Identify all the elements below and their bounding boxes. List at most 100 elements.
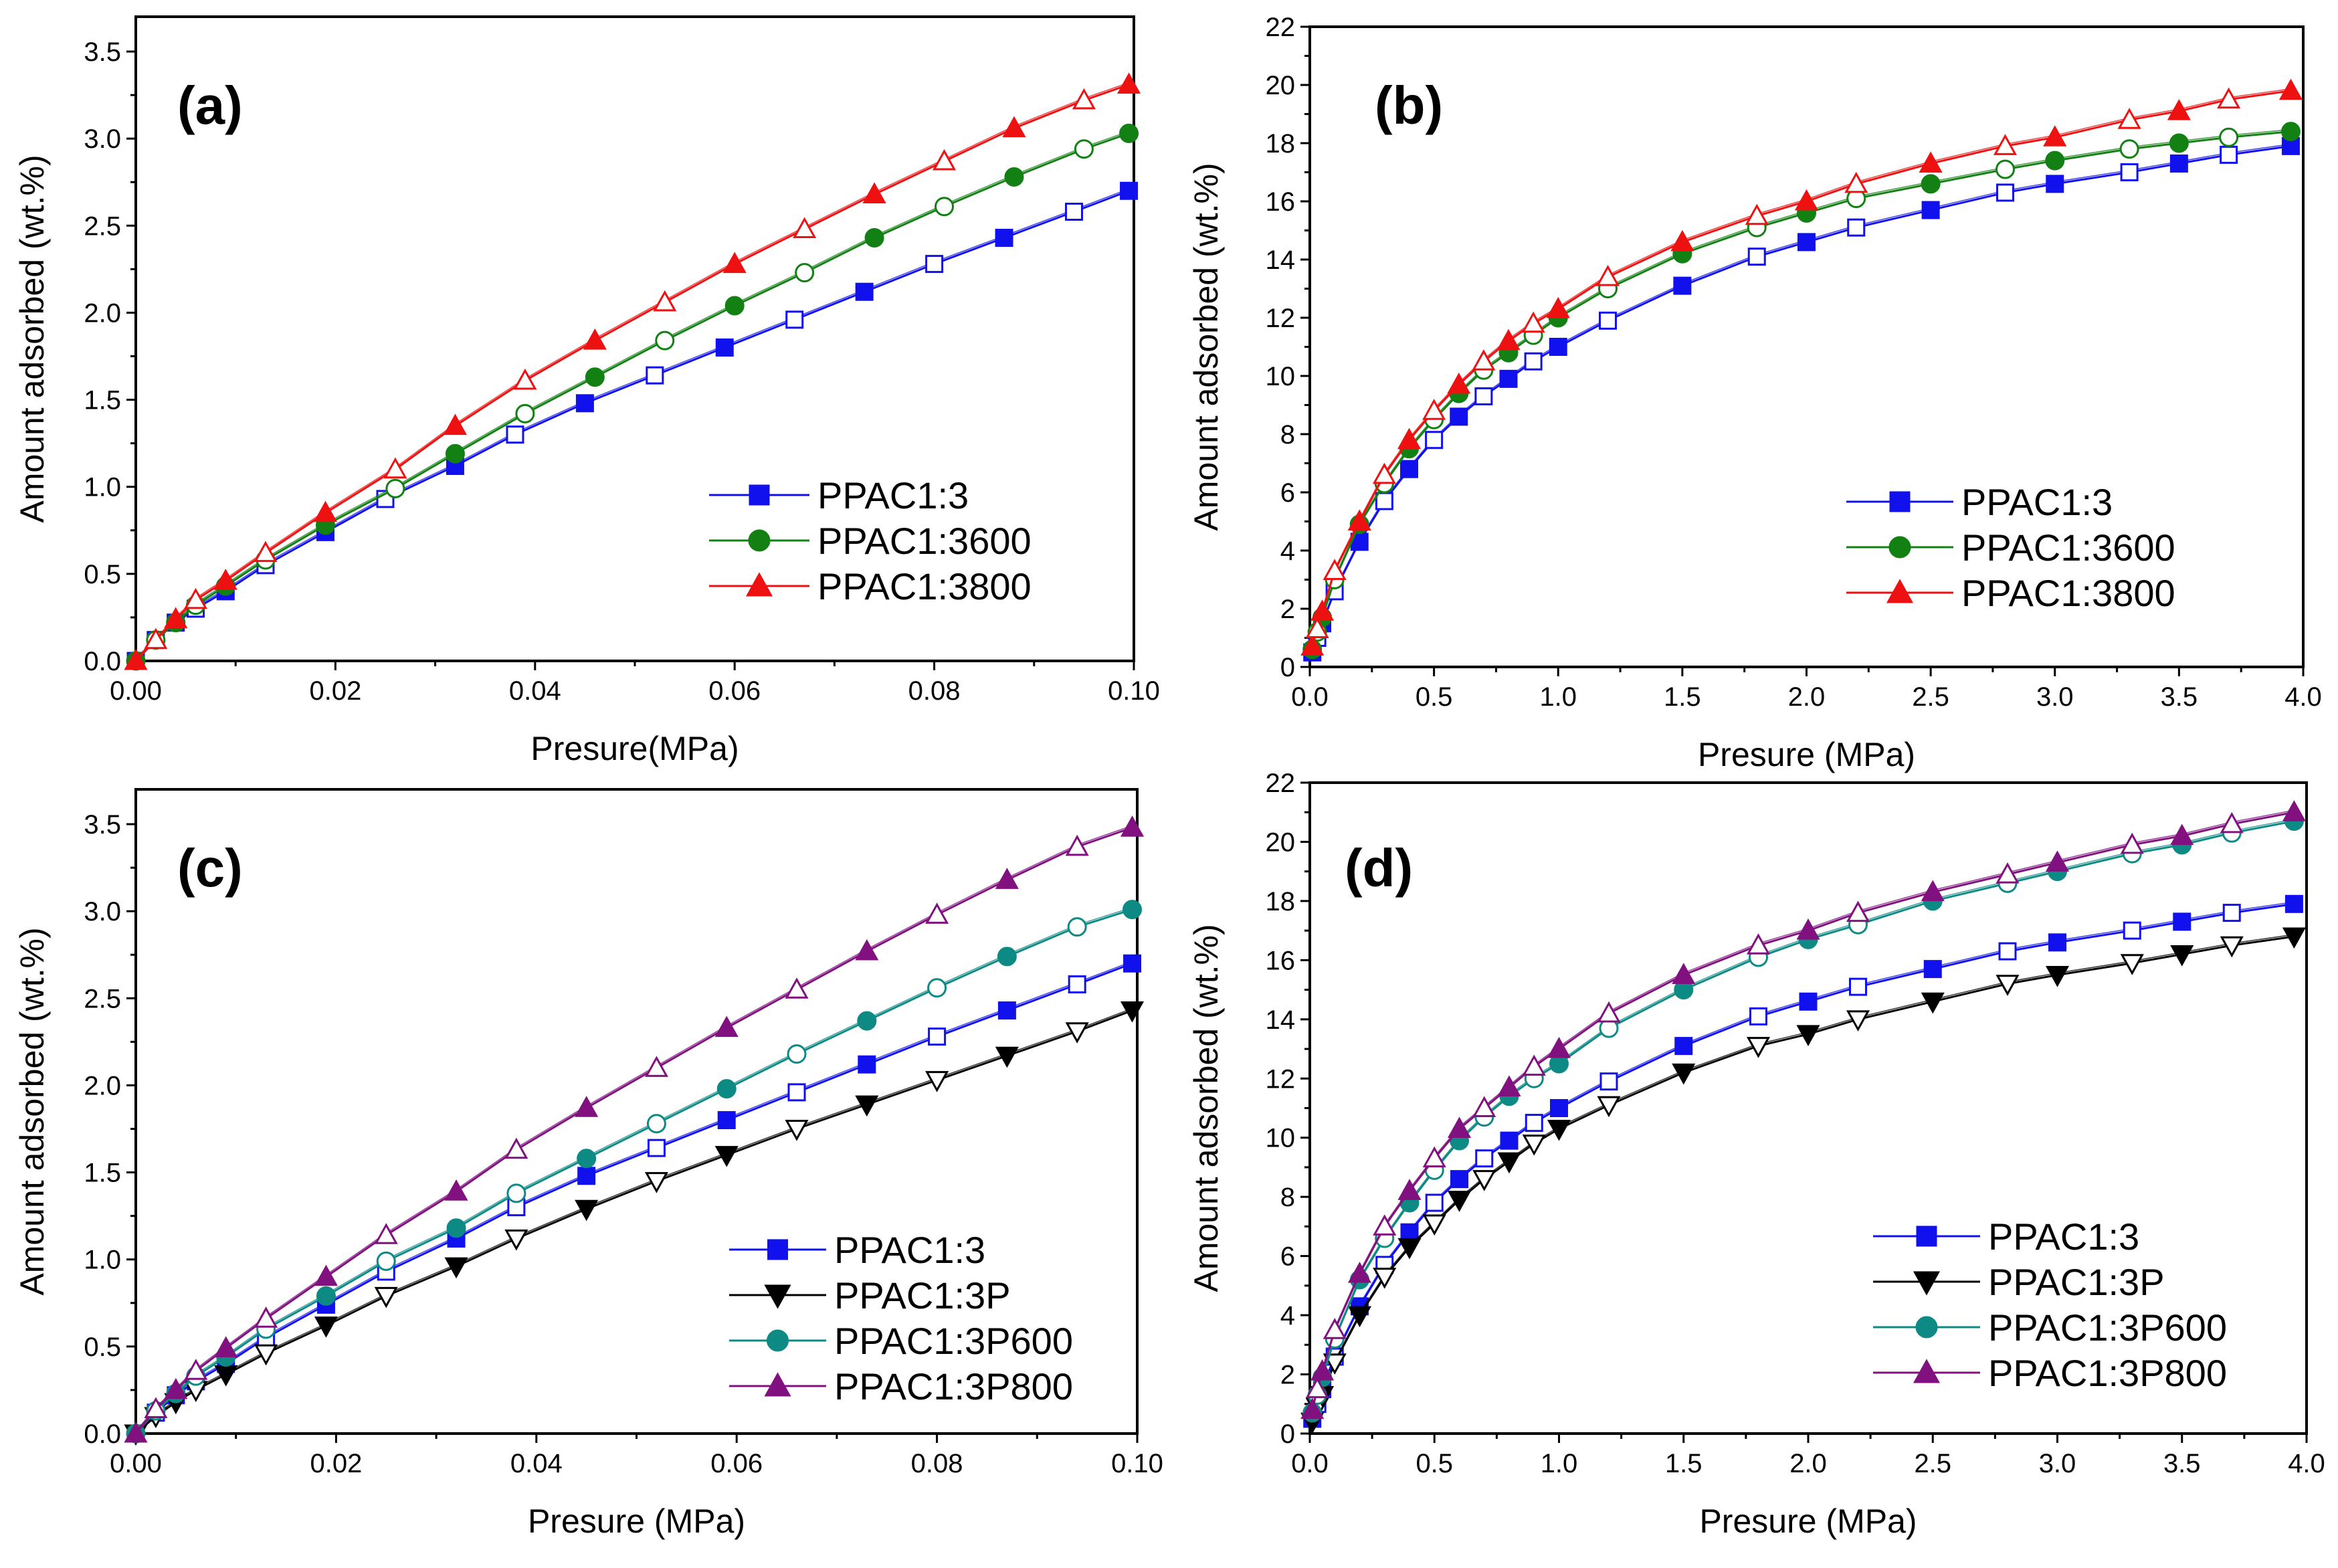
data-point (1796, 918, 1820, 940)
data-point (2167, 99, 2191, 120)
data-point (1068, 975, 1086, 994)
data-point (2120, 832, 2144, 854)
chart-panel-4: 0.0 0.5 1.0 1.5 2.0 2.5 3.0 3.5 4.0 0 2 4 6 8 10 12 14 16… (1187, 769, 2325, 1540)
data-point (1397, 1238, 1422, 1260)
data-point (444, 1179, 468, 1201)
y-tick-label: 0.5 (84, 1333, 121, 1362)
legend-marker (764, 1372, 791, 1397)
y-axis-label: Amount adsorbed (wt.%) (13, 155, 51, 522)
legend-marker (767, 1239, 788, 1260)
y-tick-label: 0 (1280, 653, 1295, 682)
data-point (2169, 154, 2188, 173)
data-point (785, 977, 809, 999)
data-point (787, 1044, 807, 1064)
data-point (1747, 248, 1766, 266)
data-point (717, 1111, 736, 1130)
y-tick-label: 0.5 (84, 560, 121, 589)
data-point (855, 939, 879, 961)
data-point (2045, 151, 2065, 171)
x-tick-label: 0.10 (1108, 676, 1160, 706)
data-point (1497, 1152, 1521, 1174)
y-tick-label: 10 (1266, 362, 1296, 391)
data-point (925, 1071, 949, 1092)
y-tick-label: 2 (1280, 595, 1295, 624)
data-point (1474, 387, 1493, 405)
data-point (2117, 108, 2141, 129)
data-point (1120, 1001, 1145, 1023)
data-point (925, 255, 944, 274)
data-point (374, 1223, 398, 1244)
data-point (313, 500, 338, 522)
data-point (2282, 927, 2306, 949)
data-point (2220, 936, 2244, 958)
data-point (997, 1001, 1016, 1020)
data-point (1745, 203, 1769, 225)
data-point (1995, 159, 2015, 179)
data-point (1794, 189, 1819, 211)
x-axis-label: Presure (MPa) (1698, 736, 1915, 773)
x-tick-label: 4.0 (2288, 1449, 2325, 1478)
data-point (2043, 125, 2067, 146)
data-point (374, 1286, 398, 1308)
panel-label: (d) (1345, 838, 1413, 898)
data-point (2173, 912, 2191, 931)
data-point (857, 1011, 877, 1031)
data-point (1450, 1170, 1468, 1189)
data-point (928, 1027, 947, 1046)
data-point (724, 296, 745, 316)
data-point (1475, 1149, 1494, 1168)
y-tick-label: 16 (1266, 187, 1296, 217)
data-point (1002, 116, 1026, 138)
x-axis-label: Presure (MPa) (528, 1502, 745, 1540)
data-point (1599, 311, 1617, 330)
series-4 (124, 815, 1145, 1443)
data-point (1674, 1037, 1693, 1056)
y-tick-label: 2.0 (84, 1071, 121, 1100)
y-tick-label: 12 (1266, 1064, 1296, 1094)
data-point (1119, 123, 1139, 143)
y-tick-label: 3.0 (84, 897, 121, 926)
legend-marker (748, 529, 771, 552)
y-axis-label: Amount adsorbed (wt.%) (13, 927, 51, 1295)
data-point (213, 569, 237, 590)
data-point (787, 1083, 806, 1102)
data-point (1998, 942, 2017, 961)
data-point (1547, 1036, 1571, 1058)
chart-panel-2: 0.0 0.5 1.0 1.5 2.0 2.5 3.0 3.5 4.0 0 2 4 6 8 10 12 14 16… (1187, 13, 2322, 773)
data-point (1310, 599, 1335, 621)
data-point (1323, 1318, 1347, 1339)
y-tick-label: 0.0 (84, 647, 121, 676)
data-point (1305, 1377, 1329, 1399)
y-tick-label: 8 (1280, 1183, 1295, 1212)
data-point (1400, 1223, 1419, 1242)
data-point (1847, 218, 1866, 237)
data-point (314, 1316, 338, 1338)
data-point (124, 648, 148, 670)
data-point (2045, 965, 2070, 987)
series-3 (124, 72, 1141, 670)
data-point (716, 1079, 737, 1099)
data-point (1472, 1096, 1496, 1117)
data-point (2222, 904, 2241, 922)
legend-marker (764, 1284, 791, 1309)
legend-label: PPAC1:3600 (1961, 526, 2175, 569)
data-point (1746, 933, 1771, 955)
y-tick-label: 4 (1280, 536, 1295, 566)
data-point (2045, 850, 2070, 872)
data-point (1496, 328, 1521, 351)
data-point (1595, 265, 1620, 286)
legend-label: PPAC1:3800 (817, 565, 1032, 607)
x-tick-label: 0.08 (908, 676, 961, 706)
y-tick-label: 20 (1266, 71, 1296, 100)
y-tick-label: 1.0 (84, 1246, 121, 1275)
data-point (1673, 276, 1692, 295)
data-point (1550, 1099, 1568, 1117)
data-point (214, 1336, 238, 1357)
data-point (1422, 399, 1446, 420)
x-tick-label: 0.5 (1416, 1449, 1453, 1478)
data-point (655, 330, 675, 351)
data-point (1597, 1001, 1621, 1023)
data-point (515, 403, 535, 423)
